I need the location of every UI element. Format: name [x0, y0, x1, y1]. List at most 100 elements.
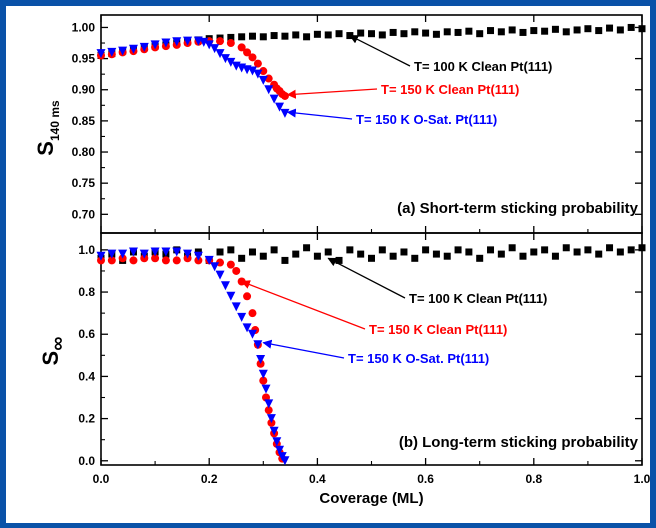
data-point-triangle [96, 251, 106, 261]
data-point-square [400, 248, 408, 256]
data-point-triangle [183, 249, 193, 259]
data-point-square [378, 31, 386, 39]
data-point-square [606, 24, 614, 32]
data-point-square [562, 28, 570, 36]
data-point-circle [248, 53, 257, 62]
data-point-triangle [220, 54, 230, 64]
y-tick-label: 0.6 [78, 327, 95, 341]
annotation-arrow [240, 280, 366, 330]
plot-frame-1 [100, 232, 643, 466]
data-point-square [216, 248, 224, 256]
data-point-square [616, 26, 624, 34]
data-point-square [638, 25, 646, 33]
data-point-circle [151, 254, 160, 263]
data-point-square [368, 30, 375, 38]
data-point-circle [226, 39, 235, 48]
data-point-square [227, 246, 235, 254]
data-point-square [530, 248, 538, 256]
data-point-square [530, 27, 538, 35]
y-axis-label-subscript: ∞ [47, 337, 69, 351]
annotation-label: T= 100 K Clean Pt(111) [414, 59, 552, 74]
data-point-square [584, 246, 592, 254]
data-point-square [389, 28, 397, 36]
data-point-square [346, 32, 354, 40]
data-point-triangle [161, 247, 171, 257]
data-point-square [519, 28, 527, 36]
y-tick-label: 0.4 [78, 369, 95, 383]
data-point-circle [253, 59, 262, 68]
data-point-square [616, 248, 624, 256]
data-point-square [519, 252, 527, 260]
data-point-square [432, 250, 440, 258]
data-point-square [335, 30, 343, 38]
data-point-square [292, 250, 300, 258]
annotation-label: T= 150 K O-Sat. Pt(111) [348, 351, 489, 366]
y-tick-label: 0.2 [78, 412, 95, 426]
x-tick-label: 0.0 [93, 472, 110, 486]
y-tick-label: 0.8 [78, 285, 95, 299]
data-point-triangle [269, 94, 279, 104]
data-point-square [324, 248, 332, 256]
x-tick-label: 1.0 [634, 472, 650, 486]
data-point-triangle [128, 247, 138, 257]
data-point-triangle [107, 47, 117, 57]
data-point-triangle [275, 102, 285, 112]
data-point-square [541, 246, 549, 254]
data-point-square [411, 28, 419, 36]
data-point-square [627, 23, 635, 31]
x-tick-label: 0.2 [201, 472, 218, 486]
data-point-triangle [264, 85, 274, 95]
data-point-triangle [231, 302, 241, 312]
data-point-square [389, 252, 397, 260]
data-point-circle [216, 258, 225, 267]
data-point-circle [237, 43, 246, 52]
data-point-triangle [280, 108, 290, 118]
data-point-square [357, 250, 365, 258]
data-point-circle [226, 260, 235, 269]
panel-label: (a) Short-term sticking probability [397, 200, 639, 217]
y-axis-label: S140 ms [33, 100, 62, 156]
annotation-label: T= 150 K Clean Pt(111) [369, 322, 507, 337]
data-point-square [259, 33, 267, 41]
y-tick-label: 0.90 [72, 83, 96, 97]
data-point-triangle [118, 46, 128, 56]
annotation-arrow [286, 88, 378, 99]
data-point-triangle [226, 57, 236, 67]
y-tick-label: 0.85 [72, 114, 96, 128]
data-point-triangle [258, 75, 268, 85]
data-point-square [303, 33, 311, 41]
data-point-triangle [275, 445, 285, 455]
data-point-triangle [264, 399, 274, 409]
data-point-triangle [183, 36, 193, 46]
annotation-label: T= 150 K O-Sat. Pt(111) [356, 112, 497, 127]
data-point-triangle [199, 37, 209, 47]
data-point-square [487, 246, 495, 254]
data-point-circle [161, 256, 170, 265]
data-point-square [443, 28, 451, 36]
data-point-triangle [150, 247, 160, 257]
y-tick-label: 1.0 [78, 243, 95, 257]
data-point-triangle [118, 249, 128, 259]
data-point-square [551, 25, 559, 33]
data-point-triangle [215, 270, 225, 280]
data-point-square [595, 250, 603, 258]
data-point-square [281, 256, 289, 264]
data-point-circle [248, 309, 257, 318]
y-axis-label-main: S [38, 351, 63, 366]
data-point-square [476, 254, 484, 262]
data-point-square [238, 254, 246, 262]
y-tick-label: 0.75 [72, 176, 96, 190]
data-point-triangle [128, 44, 138, 54]
data-point-triangle [107, 249, 117, 259]
data-point-square [584, 25, 592, 33]
data-point-square [281, 32, 289, 40]
data-point-square [324, 31, 332, 39]
data-point-square [313, 30, 321, 38]
data-point-triangle [269, 426, 279, 436]
y-tick-label: 0.0 [78, 454, 95, 468]
data-point-triangle [266, 414, 276, 424]
data-point-circle [280, 91, 289, 100]
data-point-square [346, 246, 354, 254]
